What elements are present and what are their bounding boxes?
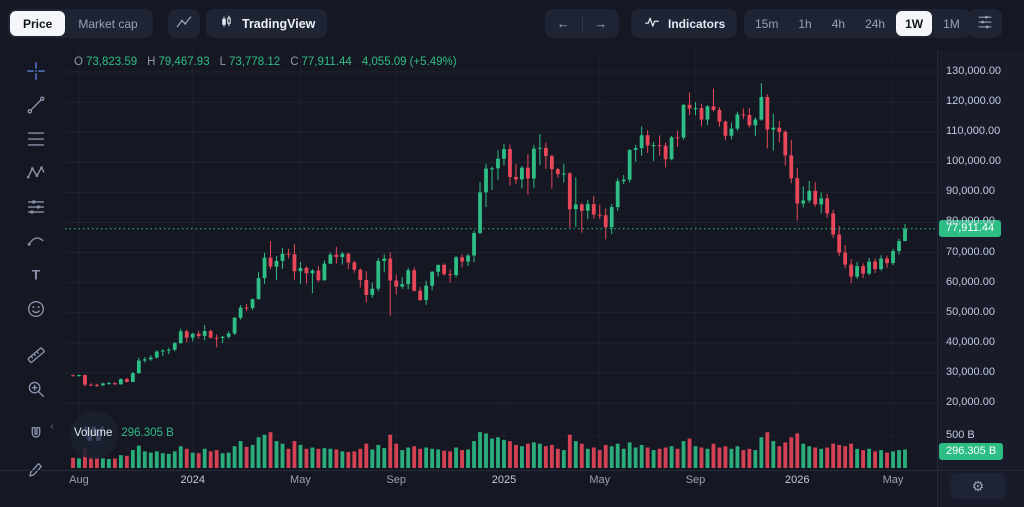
tradingview-button[interactable]: TradingView — [206, 9, 328, 38]
price-axis-label: 130,000.00 — [946, 65, 1002, 78]
svg-text:T: T — [32, 268, 41, 283]
ruler-tool-icon[interactable] — [21, 340, 51, 370]
price-axis-label: 110,000.00 — [946, 125, 1001, 138]
time-axis-label: 2025 — [491, 474, 517, 486]
magnet-tool-icon[interactable] — [21, 420, 51, 450]
timeframe-button-1W[interactable]: 1W — [896, 11, 933, 36]
trendline-tool-icon[interactable] — [21, 90, 51, 120]
xabcd-pattern-tool-icon[interactable] — [21, 158, 51, 188]
price-axis-label: 30,000.00 — [946, 365, 995, 378]
price-axis-label: 50,000.00 — [946, 305, 995, 318]
chart-nav: ← → — [545, 9, 619, 38]
axis-vertical-divider — [937, 50, 938, 507]
indicators-label: Indicators — [668, 16, 726, 31]
price-axis-label: 40,000.00 — [946, 335, 995, 348]
back-arrow-button[interactable]: ← — [556, 16, 570, 31]
price-axis-label: 60,000.00 — [946, 275, 995, 288]
volume-axis-label: 500 B — [946, 429, 975, 441]
high-value: 79,467.93 — [158, 56, 210, 68]
price-axis-label: 120,000.00 — [946, 95, 1002, 108]
price-axis-label: 20,000.00 — [946, 395, 995, 408]
text-tool-icon[interactable]: T — [21, 260, 51, 290]
indicators-icon — [643, 13, 661, 34]
price-tab[interactable]: Price — [10, 11, 66, 36]
high-label: H — [147, 56, 156, 68]
gear-icon: ⚙ — [971, 477, 985, 494]
candlestick-icon — [218, 14, 235, 34]
crosshair-tool-icon[interactable] — [21, 56, 51, 86]
time-axis-label: Sep — [386, 474, 407, 486]
watermark-letter: W — [84, 423, 104, 446]
volume-legend: Volume 296.305 B — [74, 427, 174, 439]
brush-tool-icon[interactable] — [21, 226, 51, 256]
timezone-settings-button[interactable]: ⚙ — [950, 473, 1006, 499]
time-axis-label: Sep — [685, 474, 706, 486]
ohlc-legend: O 73,823.59 H 79,467.93 L 73,778.12 C 77,911… — [74, 56, 457, 68]
asset-watermark-logo: W — [70, 411, 118, 459]
change-absolute: 4,055.09 — [361, 56, 407, 68]
drawing-toolbar: T — [14, 56, 58, 488]
line-chart-icon — [174, 12, 194, 35]
timeframe-button-1M[interactable]: 1M — [934, 11, 969, 36]
volume-title: Volume — [74, 427, 113, 439]
time-axis[interactable]: Aug 2024 May Sep 2025 May Sep 2026 May — [0, 474, 938, 494]
time-axis-label: May — [589, 474, 611, 486]
axis-horizontal-divider — [0, 470, 1024, 471]
price-axis-label: 80,000.00 — [946, 215, 995, 228]
price-chart[interactable] — [65, 50, 938, 470]
forward-arrow-button[interactable]: → — [594, 16, 608, 31]
timeframe-button-1h[interactable]: 1h — [789, 11, 820, 36]
emoji-tool-icon[interactable] — [21, 294, 51, 324]
close-label: C — [290, 56, 299, 68]
time-axis-label: May — [882, 474, 904, 486]
price-axis-label: 90,000.00 — [946, 185, 995, 198]
zoom-in-tool-icon[interactable] — [21, 374, 51, 404]
timeframe-button-15m[interactable]: 15m — [746, 11, 787, 36]
timeframe-group: 15m 1h 4h 24h 1W 1M — [744, 9, 971, 38]
last-price-badge: 77,911.44 — [939, 219, 1002, 237]
time-axis-label: 2024 — [180, 474, 205, 486]
collapse-toolbar-icon[interactable]: ‹ — [50, 421, 54, 433]
low-label: L — [219, 56, 227, 68]
chart-settings-button[interactable] — [968, 9, 1002, 38]
fib-retracement-tool-icon[interactable] — [21, 124, 51, 154]
timeframe-button-4h[interactable]: 4h — [823, 11, 854, 36]
timeframe-button-24h[interactable]: 24h — [856, 11, 894, 36]
volume-value: 296.305 B — [121, 427, 174, 439]
price-axis-label: 70,000.00 — [946, 245, 995, 258]
price-axis[interactable]: 77,911.44 500 B 296.305 B 130,000.00 120,… — [938, 50, 1024, 507]
volume-badge: 296.305 B — [939, 443, 1004, 460]
close-value: 77,911.44 — [301, 56, 352, 68]
indicators-button[interactable]: Indicators — [631, 9, 738, 38]
sliders-icon — [976, 13, 994, 34]
open-label: O — [74, 56, 83, 68]
forecast-tool-icon[interactable] — [21, 192, 51, 222]
chart-type-button[interactable] — [168, 9, 200, 38]
change-percent: (+5.49%) — [409, 56, 457, 68]
low-value: 73,778.12 — [229, 56, 281, 68]
price-marketcap-toggle: Price Market cap — [8, 9, 153, 38]
nav-divider — [581, 16, 583, 31]
time-axis-label: 2026 — [785, 474, 810, 486]
price-axis-label: 100,000.00 — [946, 155, 1002, 168]
tradingview-label: TradingView — [242, 16, 316, 31]
market-cap-tab[interactable]: Market cap — [65, 11, 150, 36]
time-axis-label: Aug — [69, 474, 89, 486]
open-value: 73,823.59 — [85, 56, 138, 68]
time-axis-label: May — [290, 474, 311, 486]
